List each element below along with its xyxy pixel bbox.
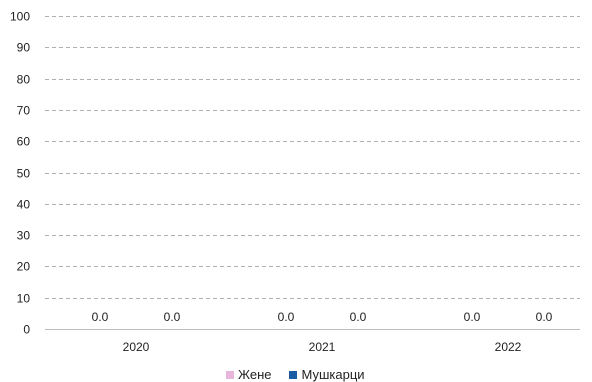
data-label-series-2-2021: 0.0 bbox=[350, 310, 367, 324]
y-tick-label: 100 bbox=[10, 10, 30, 24]
data-label-series-1-2021: 0.0 bbox=[278, 310, 295, 324]
chart-legend: Жене Мушкарци bbox=[226, 368, 365, 382]
y-tick-label: 50 bbox=[17, 167, 31, 181]
legend-label-series-2: Мушкарци bbox=[301, 367, 365, 382]
data-label-series-1-2020: 0.0 bbox=[92, 310, 109, 324]
y-tick-label: 40 bbox=[17, 198, 31, 212]
y-tick-label: 10 bbox=[17, 292, 31, 306]
y-tick-label: 70 bbox=[17, 104, 31, 118]
legend-item-series-1: Жене bbox=[226, 368, 271, 382]
x-category-label: 2022 bbox=[495, 340, 522, 354]
legend-label-series-1: Жене bbox=[238, 367, 272, 382]
x-axis-category-labels: 2020 2021 2022 bbox=[123, 340, 522, 354]
legend-item-series-2: Мушкарци bbox=[289, 367, 365, 382]
x-category-label: 2021 bbox=[309, 340, 336, 354]
legend-swatch-series-1 bbox=[226, 371, 234, 379]
data-label-series-1-2022: 0.0 bbox=[464, 310, 481, 324]
y-tick-label: 20 bbox=[17, 260, 31, 274]
y-tick-label: 90 bbox=[17, 41, 31, 55]
data-label-series-2-2020: 0.0 bbox=[164, 310, 181, 324]
y-axis-tick-labels: 0 10 20 30 40 50 60 70 80 90 100 bbox=[10, 10, 30, 337]
y-tick-label: 80 bbox=[17, 73, 31, 87]
data-label-series-2-2022: 0.0 bbox=[536, 310, 553, 324]
y-tick-label: 0 bbox=[23, 323, 30, 337]
y-tick-label: 60 bbox=[17, 135, 31, 149]
gridlines bbox=[45, 16, 580, 330]
legend-swatch-series-2 bbox=[289, 371, 298, 379]
data-labels: 0.0 0.0 0.0 0.0 0.0 0.0 bbox=[92, 310, 553, 324]
y-tick-label: 30 bbox=[17, 229, 31, 243]
x-category-label: 2020 bbox=[123, 340, 150, 354]
